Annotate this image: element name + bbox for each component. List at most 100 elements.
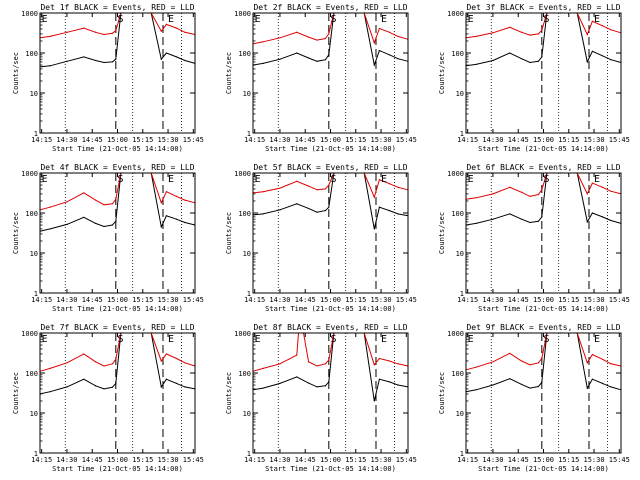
x-axis-title: Start Time (21-Oct-05 14:14:00) xyxy=(478,305,609,313)
event-marker-label: S xyxy=(331,14,337,25)
y-tick-label: 1 xyxy=(247,450,251,458)
data-point-lld xyxy=(296,180,298,182)
series-line-lld xyxy=(465,12,622,39)
event-marker-label: E xyxy=(468,174,474,185)
y-tick-label: 100 xyxy=(238,210,251,218)
data-point-events xyxy=(537,220,540,222)
data-point-lld xyxy=(103,365,105,367)
data-point-lld xyxy=(307,185,310,187)
data-point-lld xyxy=(529,195,531,198)
series-line-events xyxy=(252,332,409,402)
data-point-events xyxy=(520,383,523,385)
event-marker-label: S xyxy=(331,334,337,345)
y-tick-label: 10 xyxy=(30,250,38,258)
x-tick-label: 14:30 xyxy=(56,296,77,304)
event-marker-label: E xyxy=(255,14,261,25)
x-tick-label: 15:30 xyxy=(371,136,392,144)
series-line-lld xyxy=(39,332,196,372)
x-tick-label: 15:30 xyxy=(371,296,392,304)
event-marker-label: S xyxy=(118,174,124,185)
chart-panel-6: Det 6f BLACK = Events, RED = LLD E S E 14:15… xyxy=(438,163,630,313)
data-point-events xyxy=(175,56,178,58)
data-point-events xyxy=(296,52,298,54)
data-point-lld xyxy=(94,199,97,201)
chart-panel-5: Det 5f BLACK = Events, RED = LLD E S E 14:15… xyxy=(225,163,417,313)
x-tick-label: 15:45 xyxy=(183,456,204,464)
y-tick-label: 100 xyxy=(25,210,38,218)
data-point-events xyxy=(94,59,97,62)
x-axis-title: Start Time (21-Oct-05 14:14:00) xyxy=(265,465,396,473)
data-point-lld xyxy=(610,29,612,31)
data-point-lld xyxy=(324,188,327,190)
event-marker-label: E xyxy=(381,14,387,25)
x-tick-label: 14:45 xyxy=(508,456,529,464)
chart-title: Det 6f BLACK = Events, RED = LLD xyxy=(466,163,620,172)
data-point-events xyxy=(388,54,391,56)
data-point-lld xyxy=(66,201,68,203)
data-point-lld xyxy=(537,193,540,196)
data-point-lld xyxy=(307,361,310,363)
x-tick-label: 15:45 xyxy=(396,456,417,464)
data-point-lld xyxy=(591,182,593,184)
x-tick-label: 14:15 xyxy=(457,296,478,304)
x-tick-label: 15:00 xyxy=(320,456,341,464)
data-point-lld xyxy=(111,203,114,205)
data-point-events xyxy=(324,59,327,61)
x-tick-label: 14:45 xyxy=(295,456,316,464)
data-point-lld xyxy=(610,363,612,365)
data-point-lld xyxy=(83,192,85,194)
x-tick-label: 15:15 xyxy=(558,296,579,304)
event-marker-label: E xyxy=(381,334,387,345)
data-point-events xyxy=(537,60,540,62)
x-tick-label: 15:45 xyxy=(609,136,630,144)
data-point-events xyxy=(541,56,543,58)
data-point-events xyxy=(610,59,612,61)
data-point-lld xyxy=(328,33,330,35)
data-point-lld xyxy=(160,30,162,32)
data-point-events xyxy=(388,209,391,212)
x-tick-label: 14:15 xyxy=(31,456,52,464)
data-point-lld xyxy=(115,358,117,360)
event-marker-label: S xyxy=(118,14,124,25)
x-tick-label: 15:45 xyxy=(396,296,417,304)
data-point-lld xyxy=(537,362,540,364)
data-point-lld xyxy=(115,30,117,32)
data-point-events xyxy=(184,386,186,388)
data-point-lld xyxy=(328,359,330,361)
chart-panel-1: Det 1f BLACK = Events, RED = LLD E S E 14:15… xyxy=(12,3,204,153)
data-point-lld xyxy=(103,204,105,206)
data-point-lld xyxy=(373,196,375,198)
data-point-lld xyxy=(165,191,167,193)
x-tick-label: 14:30 xyxy=(482,136,503,144)
data-point-events xyxy=(184,221,186,224)
x-axis-title: Start Time (21-Oct-05 14:14:00) xyxy=(265,145,396,153)
series-line-lld xyxy=(39,172,196,211)
y-tick-label: 1 xyxy=(247,130,251,138)
data-point-events xyxy=(262,387,264,389)
event-marker-label: E xyxy=(255,174,261,185)
data-point-events xyxy=(601,55,604,57)
data-point-events xyxy=(111,386,114,388)
x-axis-title: Start Time (21-Oct-05 14:14:00) xyxy=(265,305,396,313)
data-point-events xyxy=(307,57,310,59)
data-point-events xyxy=(103,388,105,390)
x-tick-label: 14:30 xyxy=(269,456,290,464)
event-marker-label: E xyxy=(594,334,600,345)
x-tick-label: 15:00 xyxy=(107,136,128,144)
y-tick-label: 100 xyxy=(238,50,251,58)
data-point-lld xyxy=(388,360,391,362)
chart-title: Det 8f BLACK = Events, RED = LLD xyxy=(253,323,407,332)
y-tick-label: 10 xyxy=(456,250,464,258)
y-tick-label: 1000 xyxy=(447,10,464,18)
x-tick-label: 15:30 xyxy=(584,296,605,304)
x-tick-label: 14:15 xyxy=(244,136,265,144)
chart-panel-3: Det 3f BLACK = Events, RED = LLD E S E 14:15… xyxy=(438,3,630,153)
data-point-lld xyxy=(66,31,68,33)
data-point-lld xyxy=(49,367,51,370)
data-point-events xyxy=(94,385,97,387)
data-point-events xyxy=(165,215,167,217)
data-point-events xyxy=(307,382,310,384)
chart-title: Det 1f BLACK = Events, RED = LLD xyxy=(40,3,194,12)
series-line-lld xyxy=(465,332,622,371)
x-tick-label: 15:00 xyxy=(533,296,554,304)
